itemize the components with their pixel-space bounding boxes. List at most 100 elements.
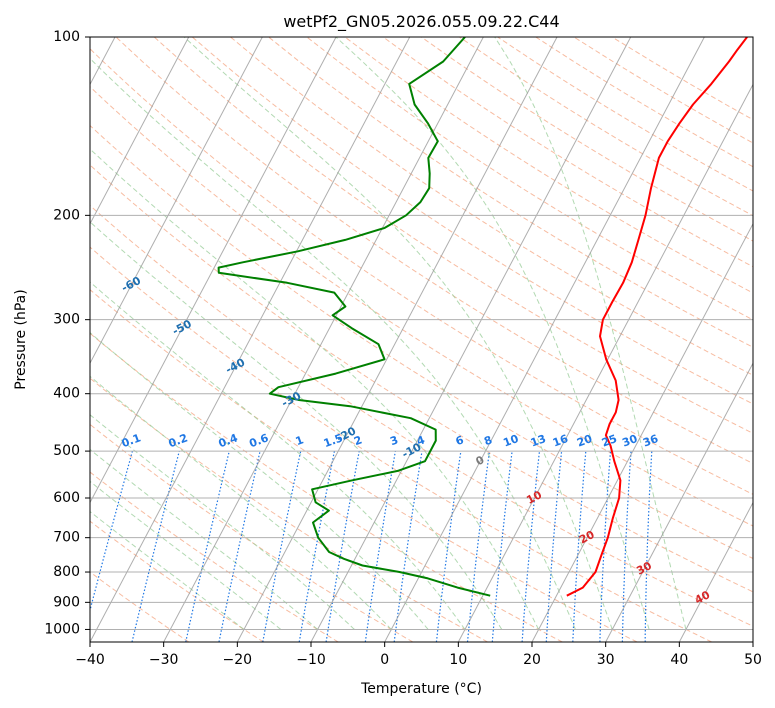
dry-adiabat (230, 37, 753, 376)
dry-adiabat (90, 471, 339, 642)
x-tick-label: 10 (449, 652, 467, 668)
y-tick-label: 100 (53, 29, 80, 45)
grid (90, 37, 753, 630)
x-tick-label: 40 (670, 652, 688, 668)
y-tick-label: 500 (53, 443, 80, 459)
x-tick-label: −40 (75, 652, 105, 668)
mixing-ratio-line (621, 451, 632, 642)
mixing-ratio-label: 10 (502, 432, 521, 450)
isotherm (90, 37, 263, 365)
dry-adiabat (90, 164, 753, 593)
mixing-ratio-label: 16 (551, 432, 570, 450)
moist-adiabat (90, 448, 318, 630)
mixing-ratio-label: 25 (600, 432, 619, 449)
x-tick-label: 30 (597, 652, 615, 668)
isotherm (236, 37, 558, 642)
moist-adiabat (90, 148, 540, 630)
y-axis-label: Pressure (hPa) (13, 289, 29, 389)
isotherm (163, 37, 484, 642)
mixing-ratio-label: 0.2 (167, 431, 190, 450)
mixing-ratio-line (218, 450, 261, 642)
isotherm (384, 37, 705, 642)
isotherm (90, 37, 190, 225)
x-tick-label: 20 (523, 652, 541, 668)
moist-adiabat (335, 37, 650, 630)
y-tick-label: 700 (53, 530, 80, 546)
y-tick-label: 400 (53, 386, 80, 402)
mixing-ratio-line (90, 450, 133, 613)
dry-adiabat (90, 571, 190, 642)
sounding-traces (217, 37, 748, 597)
mixing-ratio-label: 1 (294, 433, 306, 448)
mixing-ratio-line (521, 451, 541, 642)
isotherm-label: 10 (524, 488, 544, 507)
mixing-ratio-label: 0.6 (247, 431, 270, 450)
x-axis: −40 −30 −20 −10 0 10 20 30 40 50 (75, 642, 762, 668)
x-tick-label: 50 (744, 652, 762, 668)
moist-adiabat (90, 57, 576, 630)
dry-adiabat (90, 204, 753, 627)
x-axis-label: Temperature (°C) (360, 681, 482, 697)
dry-adiabats (90, 37, 753, 642)
y-tick-label: 600 (53, 490, 80, 506)
y-tick-label: 1000 (44, 621, 80, 637)
isotherm (531, 222, 753, 642)
x-tick-label: 0 (380, 652, 389, 668)
mixing-ratio-label: 8 (482, 433, 494, 448)
mixing-ratio-label: 30 (620, 432, 639, 450)
mixing-ratio-label: 20 (575, 432, 594, 450)
line-labels: -100-90-80-70-60-50-40-30-20-10010203040… (68, 231, 713, 607)
x-tick-label: −20 (223, 652, 253, 668)
isotherms (90, 37, 753, 642)
isotherm-label: 20 (577, 528, 597, 547)
dry-adiabat (90, 86, 753, 527)
isotherm (605, 362, 753, 642)
isotherm (457, 83, 753, 642)
reference-lines (90, 37, 753, 642)
mixing-ratio-label: 3 (388, 433, 400, 448)
moist-adiabat (90, 510, 245, 630)
mixing-ratio-line (572, 451, 587, 642)
x-tick-label: −10 (296, 652, 326, 668)
mixing-ratio-label: 13 (529, 432, 548, 449)
isotherm (310, 37, 632, 642)
dry-adiabat (90, 520, 264, 642)
isotherm (678, 501, 753, 642)
plot-frame (89, 36, 754, 643)
moist-adiabat (90, 480, 282, 630)
dry-adiabat (191, 37, 753, 405)
mixing-ratio-label: 0.4 (217, 431, 240, 450)
moist-adiabat (183, 37, 613, 630)
chart-title: wetPf2_GN05.2026.055.09.22.C44 (283, 12, 559, 32)
isotherm-label: 30 (634, 559, 654, 578)
mixing-ratio-label: 36 (641, 432, 660, 450)
y-axis: 100 200 300 400 500 600 700 800 900 1000 (44, 29, 90, 637)
isotherm-label: 40 (693, 588, 713, 607)
isotherm (90, 37, 337, 504)
dry-adiabat (90, 332, 563, 642)
y-tick-label: 900 (53, 594, 80, 610)
y-tick-label: 800 (53, 564, 80, 580)
mixing-ratio-label: 1.5 (322, 431, 345, 450)
mixing-ratio-label: 6 (454, 433, 466, 448)
moist-adiabat (494, 37, 687, 630)
moist-adiabat (90, 375, 392, 630)
mixing-ratio-label: 2 (352, 433, 364, 448)
moist-adiabat (90, 221, 503, 630)
mixing-ratio-line (185, 450, 230, 642)
y-tick-label: 300 (53, 312, 80, 328)
isotherm-label: -70 (68, 231, 92, 252)
dry-adiabat (90, 48, 753, 495)
x-tick-label: −30 (149, 652, 179, 668)
dry-adiabat (90, 288, 638, 642)
dry-adiabat (90, 423, 414, 642)
mixing-ratio-label: 0.1 (120, 431, 143, 450)
dry-adiabat (90, 377, 488, 642)
y-tick-label: 200 (53, 207, 80, 223)
temperature-trace (566, 37, 748, 597)
dry-adiabat (268, 37, 753, 348)
mixing-ratio-line (599, 451, 612, 642)
mixing-ratio-label: 4 (415, 433, 427, 448)
